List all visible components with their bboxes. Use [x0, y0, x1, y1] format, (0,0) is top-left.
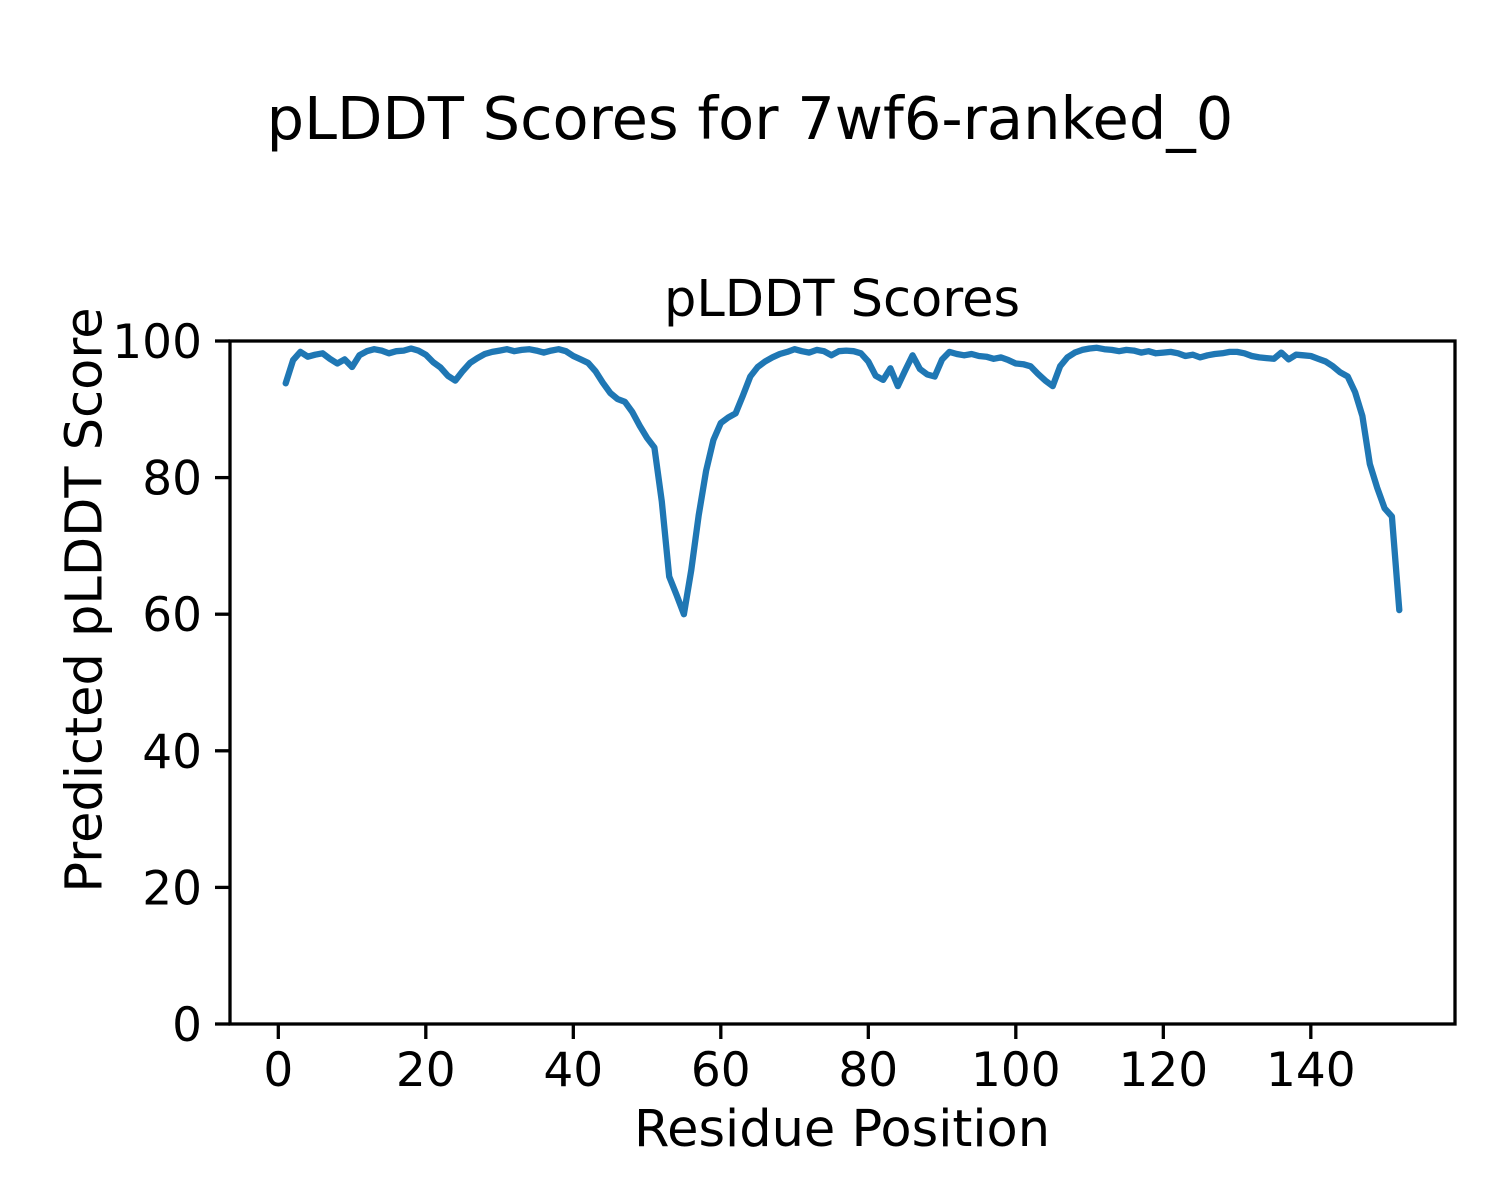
y-tick-label: 60: [142, 588, 202, 643]
x-tick-label: 140: [1266, 1043, 1356, 1098]
figure-suptitle: pLDDT Scores for 7wf6-ranked_0: [266, 84, 1234, 153]
x-tick-label: 0: [263, 1043, 293, 1098]
x-axis-ticks: 0 20 40 60 80 100 120 140: [263, 1024, 1356, 1098]
y-tick-label: 0: [172, 998, 202, 1053]
x-tick-label: 80: [838, 1043, 898, 1098]
plddt-line: [282, 344, 1403, 618]
y-axis-ticks: 0 20 40 60 80 100: [112, 315, 230, 1053]
x-tick-label: 60: [691, 1043, 751, 1098]
x-tick-label: 20: [396, 1043, 456, 1098]
y-tick-label: 80: [142, 452, 202, 507]
x-tick-label: 100: [971, 1043, 1061, 1098]
y-axis-label: Predicted pLDDT Score: [55, 307, 115, 893]
axes-frame: [228, 339, 1457, 1026]
y-tick-label: 40: [142, 725, 202, 780]
y-tick-label: 20: [142, 861, 202, 916]
x-axis-label: Residue Position: [633, 1100, 1051, 1159]
axes-title: pLDDT Scores: [663, 270, 1021, 329]
x-tick-label: 120: [1118, 1043, 1208, 1098]
x-tick-label: 40: [543, 1043, 603, 1098]
y-tick-label: 100: [112, 315, 202, 370]
